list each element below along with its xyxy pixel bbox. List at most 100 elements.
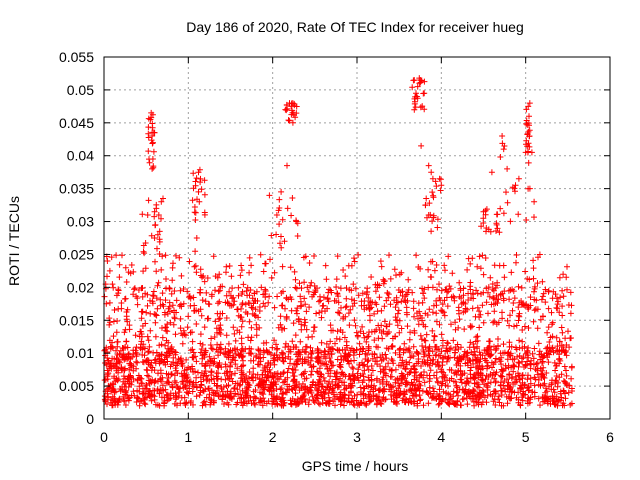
data-point [159,325,165,331]
data-point [456,316,463,323]
data-point [435,352,442,359]
data-point [134,359,141,366]
data-point [412,104,419,111]
data-point [327,373,334,380]
data-point [268,232,275,239]
data-point [145,361,152,368]
data-point [142,394,149,401]
data-point [447,345,454,352]
data-point [498,354,505,361]
data-point [427,357,434,364]
data-point [305,401,312,408]
data-point [201,398,208,405]
data-point [183,389,190,396]
data-point [553,295,560,302]
data-point [274,356,281,363]
data-point [111,307,118,313]
data-point [145,134,152,141]
data-point [433,318,440,325]
data-point [260,378,267,385]
data-point [557,294,564,301]
data-point [355,292,362,299]
data-point [305,354,312,361]
data-point [199,341,206,348]
data-point [104,390,111,397]
data-point [563,274,570,281]
data-point [484,363,491,370]
data-point [235,352,242,359]
data-point [537,316,544,323]
data-point [477,356,484,363]
data-point [360,377,367,384]
data-point [506,371,513,378]
data-point [493,211,500,218]
data-point [410,343,417,350]
data-point [343,295,350,302]
data-point [480,215,487,222]
data-point [415,264,422,270]
data-point [449,270,456,277]
data-point [407,354,414,361]
data-point [323,340,330,347]
data-point [118,300,125,306]
data-point [139,351,146,358]
data-point [439,373,446,380]
data-point [463,395,470,401]
data-point [298,326,305,333]
data-point [311,253,317,259]
y-tick-label: 0.05 [67,82,94,98]
data-point [445,354,452,361]
data-point [193,321,200,327]
data-point [193,358,200,365]
data-point [208,372,215,379]
data-point [451,294,458,301]
data-point [108,254,115,261]
data-point [172,365,179,372]
data-point [516,313,523,320]
data-point [125,350,132,357]
data-point [433,369,440,376]
data-point [444,348,451,355]
data-point [525,159,532,166]
data-point [219,388,226,395]
data-point [171,315,178,322]
data-point [396,391,403,398]
data-point [517,402,524,409]
data-point [480,208,487,215]
data-point [203,289,210,296]
data-point [515,211,522,218]
data-point [489,281,496,287]
data-point [223,269,229,276]
data-point [404,297,411,304]
data-point [522,268,529,275]
data-point [556,338,563,345]
data-point [340,267,347,273]
data-point [152,356,159,363]
data-point [241,376,248,383]
data-point [395,307,402,314]
data-point [230,301,237,308]
data-point [341,379,348,386]
data-point [191,302,198,309]
data-point [222,299,229,306]
data-point [261,386,268,393]
data-point [189,365,196,372]
data-point [334,328,341,335]
data-point [512,188,518,195]
data-point [225,340,232,347]
data-point [346,322,353,329]
data-point [467,286,474,293]
data-point [428,228,435,235]
data-point [565,389,572,396]
data-point [416,80,423,87]
x-tick-label: 3 [353,429,361,445]
data-point [242,309,249,316]
data-point [138,380,145,386]
data-point [450,293,457,300]
data-point [223,292,230,299]
data-point [519,358,526,365]
data-point [245,334,252,341]
data-point [288,400,295,407]
data-point [295,316,302,323]
data-point [146,159,153,166]
